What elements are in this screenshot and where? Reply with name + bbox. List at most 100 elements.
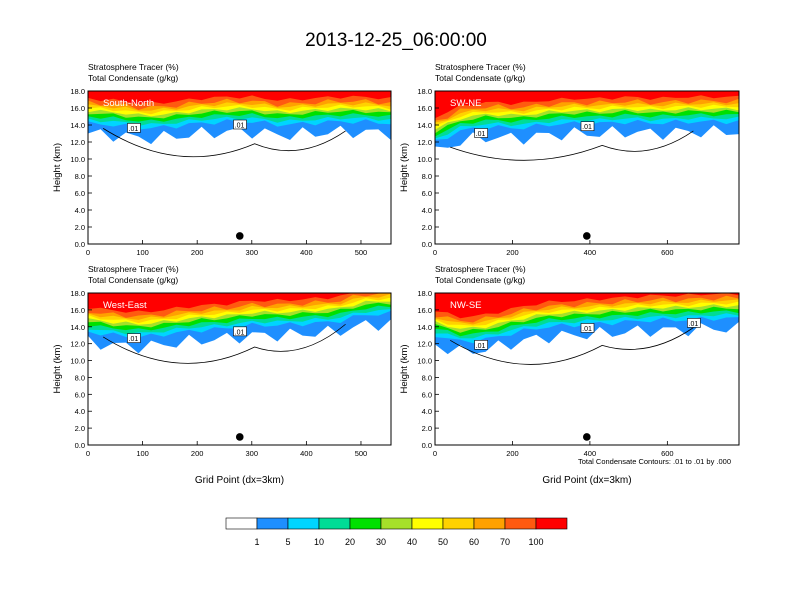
tracer-band-10 <box>88 91 391 105</box>
colorbar-label: 70 <box>500 537 510 547</box>
colorbar-swatch <box>411 517 444 530</box>
x-tick-label: 0 <box>433 248 437 257</box>
y-tick-label: 14.0 <box>417 121 432 130</box>
location-marker <box>583 433 591 441</box>
y-tick-label: 0.0 <box>422 240 432 249</box>
x-tick-label: 200 <box>191 248 204 257</box>
contour-label-box <box>127 333 141 343</box>
y-tick-label: 18.0 <box>417 87 432 96</box>
x-tick-label: 400 <box>584 248 597 257</box>
y-axis-label: Height (km) <box>399 344 410 393</box>
contour-label-box <box>127 123 141 133</box>
panel-header-line: Total Condensate (g/kg) <box>435 275 525 285</box>
condensate-contour <box>102 128 346 158</box>
condensate-contour <box>449 327 694 365</box>
colorbar-swatch <box>504 517 537 530</box>
contour-label: .01 <box>476 343 486 350</box>
colorbar-swatch <box>225 517 258 530</box>
plot-frame <box>434 90 740 245</box>
colorbar: 1 5 10 20 30 40 50 60 70 100 <box>225 517 568 547</box>
x-tick-label: 400 <box>584 449 597 458</box>
y-tick-label: 6.0 <box>422 189 432 198</box>
tracer-band-10 <box>435 91 739 119</box>
x-tick-label: 600 <box>661 449 674 458</box>
x-tick-label: 400 <box>300 248 313 257</box>
y-tick-label: 4.0 <box>75 206 85 215</box>
y-tick-label: 12.0 <box>70 340 85 349</box>
y-tick-label: 8.0 <box>75 172 85 181</box>
contour-label: .01 <box>129 126 139 133</box>
colorbar-label: 100 <box>528 537 543 547</box>
y-axis-label: Height (km) <box>52 344 63 393</box>
y-tick-label: 6.0 <box>75 390 85 399</box>
colorbar-label: 1 <box>254 537 259 547</box>
contour-label-box <box>687 318 701 328</box>
y-tick-label: 16.0 <box>417 104 432 113</box>
colorbar-swatch <box>349 517 382 530</box>
colorbar-label: 60 <box>469 537 479 547</box>
panel-header-line: Stratosphere Tracer (%) <box>88 62 179 72</box>
panel-name: NW-SE <box>450 300 482 311</box>
y-axis-label: Height (km) <box>399 143 410 192</box>
contour-label-box <box>233 119 247 130</box>
panel-header-line: Total Condensate (g/kg) <box>88 73 178 83</box>
x-tick-label: 400 <box>300 449 313 458</box>
contour-label: .01 <box>235 329 245 336</box>
colorbar-swatch <box>442 517 475 530</box>
y-tick-label: 12.0 <box>417 138 432 147</box>
panel-sw-ne: .01 .01 0.0 2.0 4.0 6.0 8.0 10.0 12.0 14.0 16.0 18.… <box>399 62 740 257</box>
location-marker <box>235 232 244 240</box>
x-tick-label: 100 <box>136 248 149 257</box>
x-tick-label: 100 <box>136 449 149 458</box>
x-tick-label: 200 <box>506 248 519 257</box>
colorbar-swatch <box>287 517 320 530</box>
y-tick-label: 2.0 <box>75 424 85 433</box>
tracer-band-10 <box>88 293 391 313</box>
panel-name: South-North <box>103 98 154 109</box>
panel-header-line: Total Condensate (g/kg) <box>88 275 178 285</box>
contour-label-box <box>474 340 488 350</box>
contour-label: .01 <box>582 326 592 333</box>
contour-label-box <box>233 326 247 337</box>
x-tick-label: 0 <box>86 248 90 257</box>
colorbar-label: 5 <box>285 537 290 547</box>
panel-south-north: .01 .01 0.0 2.0 4.0 6.0 8.0 10.0 12.0 14.0 16.0 18.… <box>52 62 392 257</box>
x-tick-label: 300 <box>246 449 259 458</box>
condensate-contour <box>450 130 694 161</box>
y-tick-label: 10.0 <box>70 357 85 366</box>
y-tick-label: 18.0 <box>70 289 85 298</box>
plot-frame <box>434 292 740 446</box>
contour-label-box <box>580 323 595 333</box>
colorbar-label: 10 <box>314 537 324 547</box>
x-tick-label: 0 <box>86 449 90 458</box>
contour-label: .01 <box>476 131 486 138</box>
y-tick-label: 14.0 <box>417 323 432 332</box>
location-marker <box>583 232 591 240</box>
tracer-band-10 <box>435 293 739 319</box>
plot-frame <box>87 90 392 245</box>
y-tick-label: 16.0 <box>70 306 85 315</box>
y-tick-label: 2.0 <box>75 223 85 232</box>
y-tick-label: 0.0 <box>75 240 85 249</box>
y-tick-label: 6.0 <box>422 390 432 399</box>
y-tick-label: 10.0 <box>417 155 432 164</box>
x-tick-label: 600 <box>661 248 674 257</box>
location-marker <box>235 433 244 441</box>
colorbar-label: 40 <box>407 537 417 547</box>
plot-frame <box>87 292 392 446</box>
y-tick-label: 16.0 <box>70 104 85 113</box>
colorbar-swatch <box>535 517 568 530</box>
contour-label: .01 <box>235 123 245 130</box>
y-tick-label: 6.0 <box>75 189 85 198</box>
y-tick-label: 18.0 <box>70 87 85 96</box>
contour-note: Total Condensate Contours: .01 to .01 by… <box>578 457 732 466</box>
y-tick-label: 12.0 <box>70 138 85 147</box>
y-tick-label: 18.0 <box>417 289 432 298</box>
panel-west-east: .01 .01 0.0 2.0 4.0 6.0 8.0 10.0 12.0 14.0 16.0 18.… <box>52 264 392 486</box>
x-tick-label: 500 <box>355 449 368 458</box>
y-tick-label: 4.0 <box>422 407 432 416</box>
figure-title: 2013-12-25_06:00:00 <box>305 30 487 51</box>
contour-label: .01 <box>129 336 139 343</box>
contour-label-box <box>474 128 488 138</box>
